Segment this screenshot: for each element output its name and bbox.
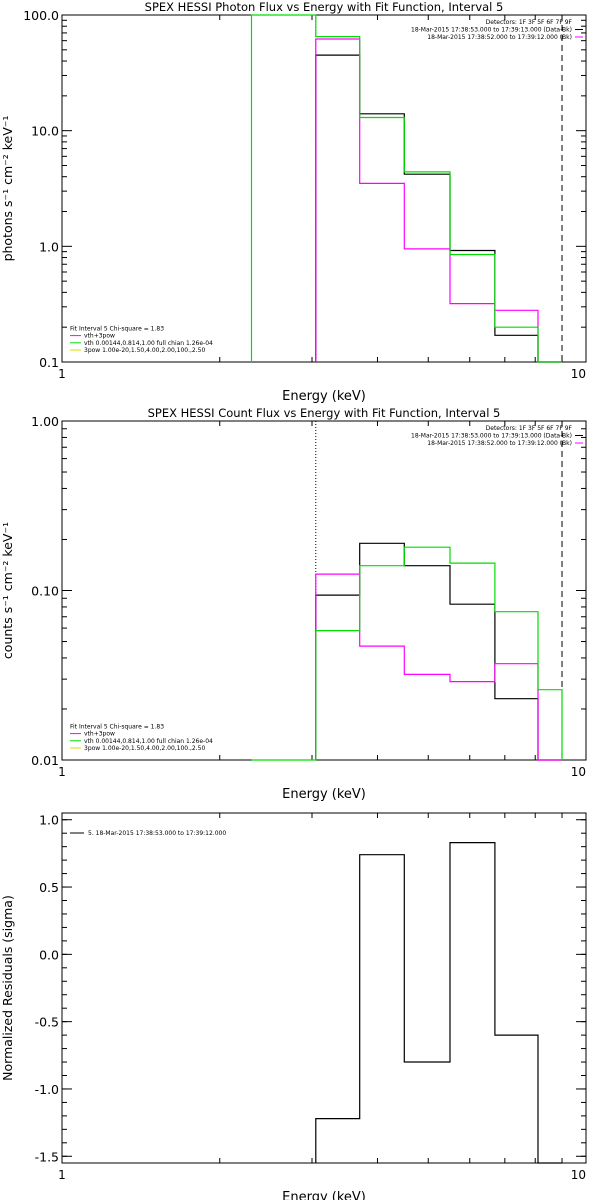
series-line [250,14,562,363]
legend-text: 18-Mar-2015 17:38:53.000 to 17:39:13.000… [411,27,572,34]
legend-text: Detectors: 1F 3F 5F 6F 7F 9F [486,425,573,432]
x-tick-label: 10 [571,367,586,381]
x-tick-label: 10 [571,1168,586,1182]
y-tick-label: -1.5 [35,1149,59,1164]
plot-frame [61,812,587,1164]
y-tick-label: -1.0 [35,1082,59,1097]
count-flux-panel: SPEX HESSI Count Flux vs Energy with Fit… [0,406,587,802]
y-tick-label: 100.0 [23,8,59,23]
y-tick-label: 0.5 [39,880,59,895]
y-tick-label: 10.0 [31,124,59,139]
legend-text: 3pow 1.00e-20,1.50,4.00,2.00,100.,2.50 [84,347,205,354]
plot-frame [61,14,587,363]
series-line [315,842,562,1164]
y-axis-label: counts s⁻¹ cm⁻² keV⁻¹ [0,522,15,659]
y-tick-label: 0.10 [31,584,59,599]
legend-text: Fit Interval 5 Chi-square = 1.83 [70,325,164,332]
series-line [315,573,562,761]
series-line [315,38,562,363]
x-tick-label: 10 [571,765,586,779]
x-tick-label: 1 [58,367,66,381]
y-axis-label: photons s⁻¹ cm⁻² keV⁻¹ [0,116,15,262]
x-axis-label: Energy (keV) [282,1190,366,1200]
legend-text: Fit Interval 5 Chi-square = 1.83 [70,723,164,730]
y-tick-label: -0.5 [35,1015,59,1030]
series-line [315,542,562,761]
y-tick-label: 0.0 [39,947,59,962]
y-tick-label: 0.01 [31,753,59,768]
legend-text: vth 0.00144,0.814,1.00 full chian 1.26e-… [84,340,213,347]
legend-text: vth+3pow [84,731,115,738]
legend-text: 18-Mar-2015 17:38:52.000 to 17:39:12.000… [427,34,572,41]
legend-text: Detectors: 1F 3F 5F 6F 7F 9F [486,19,573,26]
chart-title: SPEX HESSI Count Flux vs Energy with Fit… [148,406,501,420]
legend-text: vth 0.00144,0.814,1.00 full chian 1.26e-… [84,738,213,745]
residuals-panel: 1 10 Energy (keV) -1.5 -1.0 -0.5 0.0 0.5 1.0 Norm… [0,812,587,1204]
legend-text: 3pow 1.00e-20,1.50,4.00,2.00,100.,2.50 [84,745,205,752]
series-line [251,546,563,761]
photon-flux-panel: SPEX HESSI Photon Flux vs Energy with Fi… [0,0,587,404]
legend-text: 5. 18-Mar-2015 17:38:53.000 to 17:39:12.… [88,830,226,837]
x-axis-label: Energy (keV) [282,389,366,404]
plot-frame [61,420,587,761]
y-tick-label: 1.0 [39,813,59,828]
x-axis-label: Energy (keV) [282,787,366,802]
y-axis-label: Normalized Residuals (sigma) [0,895,15,1081]
y-tick-label: 0.1 [39,355,59,370]
x-tick-label: 1 [58,1168,66,1182]
series-line [315,54,562,363]
legend-text: 18-Mar-2015 17:38:52.000 to 17:39:12.000… [427,440,572,447]
legend-text: vth+3pow [84,333,115,340]
chart-title: SPEX HESSI Photon Flux vs Energy with Fi… [145,0,504,14]
y-tick-label: 1.0 [39,239,59,254]
y-tick-label: 1.00 [31,414,59,429]
legend-text: 18-Mar-2015 17:38:53.000 to 17:39:13.000… [411,433,572,440]
x-tick-label: 1 [58,765,66,779]
